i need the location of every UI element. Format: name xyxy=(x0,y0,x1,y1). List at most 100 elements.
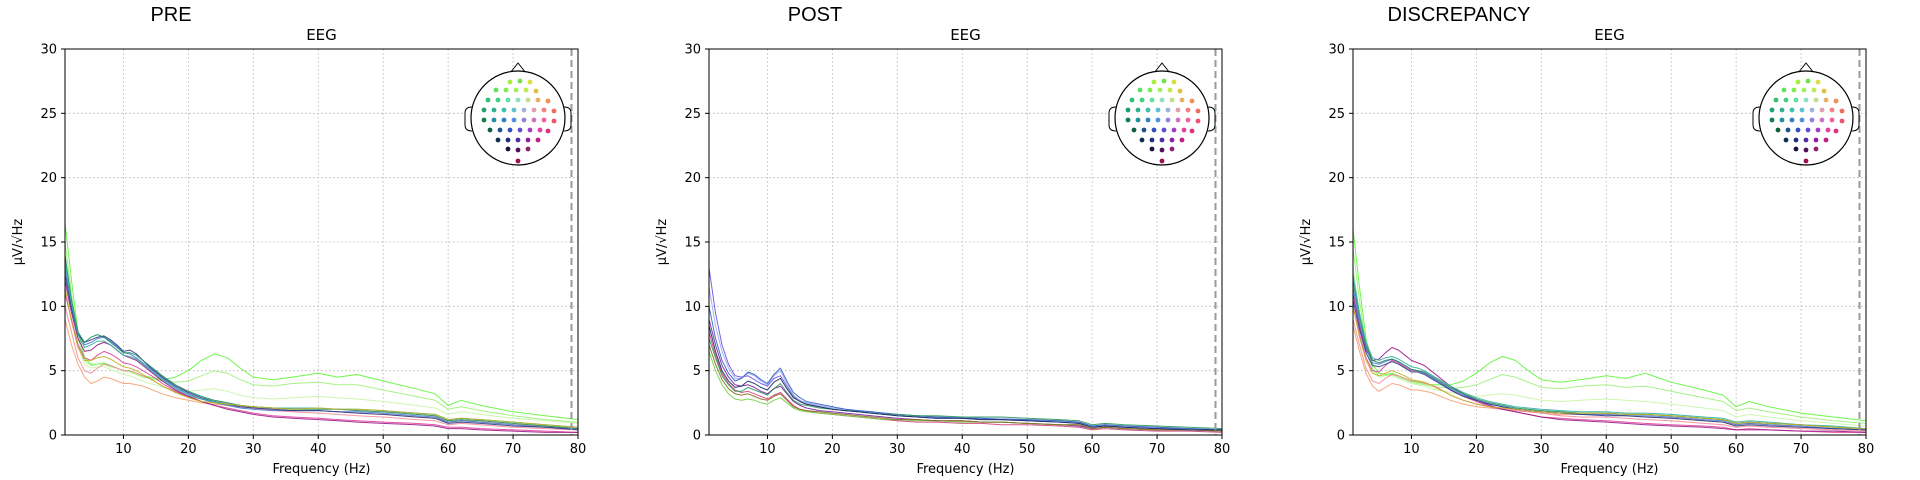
sensor-dot xyxy=(1793,146,1799,152)
series-line xyxy=(64,286,579,428)
sensor-dot xyxy=(1137,87,1143,93)
sensor-dot xyxy=(551,118,557,124)
x-tick-label: 30 xyxy=(1533,442,1550,457)
sensor-dot xyxy=(525,97,531,103)
y-tick-label: 5 xyxy=(1337,364,1345,379)
panel-discrepancy: 10 20 30 40 50 60 70 80 0 5 10 15 20 25 30 Frequency (H… xyxy=(1299,4,1874,477)
sensor-dot xyxy=(1769,117,1775,123)
x-tick-label: 30 xyxy=(245,442,262,457)
sensor-dot xyxy=(503,87,509,93)
sensor-dot xyxy=(1159,137,1165,143)
sensor-dot xyxy=(515,97,521,103)
sensor-dot xyxy=(1833,98,1839,104)
x-tick-label: 30 xyxy=(889,442,906,457)
x-tick-label: 40 xyxy=(1598,442,1615,457)
panel-title: DISCREPANCY xyxy=(1388,4,1531,26)
x-tick-label: 50 xyxy=(375,442,392,457)
sensor-dot xyxy=(527,127,533,133)
x-tick-label: 40 xyxy=(310,442,327,457)
sensor-dot xyxy=(1157,87,1163,93)
y-axis-label: µV/√Hz xyxy=(11,219,26,266)
sensor-dot xyxy=(1825,127,1831,133)
sensor-dot xyxy=(1179,137,1185,143)
sensor-dot xyxy=(1171,127,1177,133)
sensor-dot xyxy=(1185,117,1191,123)
y-tick-label: 25 xyxy=(684,107,701,122)
sensor-dot xyxy=(495,137,501,143)
sensor-dot xyxy=(541,107,547,113)
x-axis-label: Frequency (Hz) xyxy=(1560,462,1658,477)
sensor-dot xyxy=(511,107,517,113)
sensor-dot xyxy=(1177,88,1183,94)
series-line xyxy=(1352,274,1867,430)
sensor-dot xyxy=(1839,108,1845,114)
series-line xyxy=(708,286,1223,431)
series-line xyxy=(708,338,1223,430)
series-line xyxy=(64,254,579,424)
sensor-dot xyxy=(495,97,501,103)
sensor-dot xyxy=(1141,127,1147,133)
sensor-dot xyxy=(1195,118,1201,124)
sensor-dot xyxy=(537,127,543,133)
sensor-dot xyxy=(523,87,529,93)
sensor-dot xyxy=(511,117,517,123)
sensor-dot xyxy=(1189,128,1195,134)
sensor-dot xyxy=(1159,147,1165,153)
sensor-dot xyxy=(1189,98,1195,104)
series-line xyxy=(708,306,1223,431)
series-line xyxy=(64,241,579,423)
sensor-dot xyxy=(1149,146,1155,152)
sensor-dot xyxy=(1151,127,1157,133)
sensor-dot xyxy=(1129,97,1135,103)
series-line xyxy=(1352,229,1867,422)
sensor-dot xyxy=(501,117,507,123)
sensor-dot xyxy=(1145,107,1151,113)
y-tick-label: 0 xyxy=(1337,429,1345,444)
sensor-dot xyxy=(1789,107,1795,113)
sensor-dot xyxy=(1169,146,1175,152)
panel-pre: 10 20 30 40 50 60 70 80 0 5 10 15 20 25 30 Frequency (H… xyxy=(11,4,586,477)
sensor-dot xyxy=(481,117,487,123)
sensor-dot xyxy=(1769,107,1775,113)
panel-subtitle: EEG xyxy=(306,26,337,44)
sensor-dot xyxy=(1791,87,1797,93)
sensor-dot xyxy=(1799,117,1805,123)
sensor-dot xyxy=(1131,127,1137,133)
series-line xyxy=(64,306,579,431)
sensor-dot xyxy=(1823,137,1829,143)
sensor-dot xyxy=(505,137,511,143)
sensor-dot xyxy=(531,117,537,123)
sensor-dot xyxy=(1775,127,1781,133)
sensor-dot xyxy=(1799,107,1805,113)
series-line xyxy=(708,319,1223,432)
sensor-dot xyxy=(1175,117,1181,123)
sensor-dot xyxy=(1821,88,1827,94)
sensor-dot xyxy=(487,127,493,133)
sensor-dot xyxy=(1165,107,1171,113)
sensor-dot xyxy=(531,107,537,113)
y-tick-label: 30 xyxy=(40,43,57,58)
y-tick-label: 10 xyxy=(40,300,57,315)
sensor-dot xyxy=(1125,107,1131,113)
y-tick-label: 30 xyxy=(684,43,701,58)
y-tick-label: 20 xyxy=(1328,171,1345,186)
series-line xyxy=(1352,299,1867,431)
sensor-dot xyxy=(507,127,513,133)
series-line xyxy=(1352,248,1867,424)
sensor-dot xyxy=(1175,107,1181,113)
sensor-dot xyxy=(515,147,521,153)
sensor-dot xyxy=(1803,147,1809,153)
x-tick-label: 20 xyxy=(1468,442,1485,457)
sensor-dot xyxy=(1823,97,1829,103)
sensor-dot xyxy=(1151,79,1157,85)
sensor-dot xyxy=(1793,137,1799,143)
sensor-dot xyxy=(1171,79,1177,85)
x-axis-label: Frequency (Hz) xyxy=(272,462,370,477)
sensor-dot xyxy=(491,117,497,123)
sensor-dot xyxy=(1815,79,1821,85)
sensor-dot xyxy=(525,137,531,143)
sensor-dot xyxy=(1139,97,1145,103)
sensor-dot xyxy=(1809,117,1815,123)
y-tick-label: 30 xyxy=(1328,43,1345,58)
sensor-dot xyxy=(1829,107,1835,113)
